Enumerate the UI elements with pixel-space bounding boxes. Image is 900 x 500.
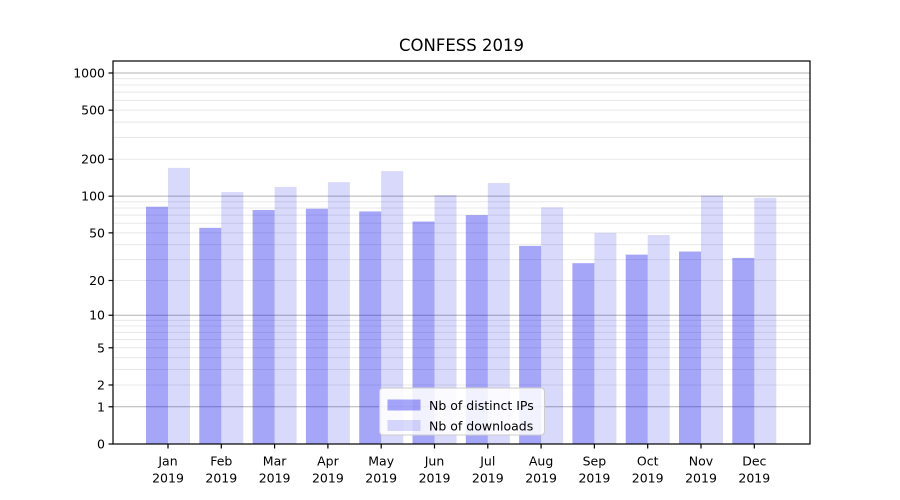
- bar-downloads-apr: [327, 182, 350, 444]
- bar-downloads-dec: [754, 197, 777, 444]
- xtick-label-month-feb: Feb: [210, 454, 232, 469]
- xtick-label-year-apr: 2019: [312, 471, 344, 486]
- ytick-label-200: 200: [81, 152, 105, 167]
- xtick-label-year-may: 2019: [365, 471, 397, 486]
- ytick-label-100: 100: [81, 189, 105, 204]
- xtick-label-month-jun: Jun: [424, 454, 445, 469]
- bar-downloads-sep: [594, 232, 617, 444]
- bar-downloads-jan: [168, 167, 190, 445]
- chart-title: CONFESS 2019: [399, 36, 524, 55]
- legend-label-downloads: Nb of downloads: [429, 419, 533, 434]
- xtick-label-year-jun: 2019: [419, 471, 451, 486]
- bar-distinct-ips-nov: [679, 251, 701, 444]
- bar-downloads-mar: [274, 186, 297, 444]
- ytick-label-0: 0: [97, 437, 105, 452]
- axis-ticks: [108, 72, 755, 449]
- ytick-label-20: 20: [89, 273, 105, 288]
- xtick-label-year-mar: 2019: [259, 471, 291, 486]
- ytick-label-500: 500: [81, 103, 105, 118]
- bar-distinct-ips-dec: [732, 257, 755, 444]
- ytick-label-10: 10: [89, 308, 105, 323]
- xtick-label-month-may: May: [368, 454, 394, 469]
- ytick-label-1000: 1000: [73, 65, 105, 80]
- xtick-label-month-sep: Sep: [583, 454, 607, 469]
- bar-downloads-nov: [701, 195, 723, 444]
- bar-distinct-ips-may: [359, 211, 382, 444]
- bar-downloads-jun: [434, 195, 457, 444]
- legend: Nb of distinct IPs Nb of downloads: [379, 387, 545, 436]
- xtick-label-year-sep: 2019: [578, 471, 610, 486]
- bar-distinct-ips-sep: [572, 263, 595, 444]
- legend-swatch-downloads: [387, 420, 421, 431]
- xtick-label-month-dec: Dec: [742, 454, 766, 469]
- xtick-label-month-aug: Aug: [529, 454, 553, 469]
- y-axis-tick-labels: 0 1 2 5 10 20 50 100 200 500 1000: [73, 65, 105, 451]
- gridlines-minor: [113, 78, 810, 386]
- bar-downloads-aug: [541, 207, 564, 444]
- bar-downloads-feb: [221, 192, 244, 444]
- plot-border: [112, 60, 811, 445]
- ytick-label-1: 1: [97, 399, 105, 414]
- bar-distinct-ips-jan: [146, 206, 168, 444]
- xtick-label-month-nov: Nov: [689, 454, 714, 469]
- x-axis-tick-labels: Jan 2019 Feb 2019 Mar 2019 Apr 2019 May 2019 Jun 20…: [152, 454, 770, 486]
- bar-downloads-may: [381, 171, 404, 444]
- xtick-label-month-mar: Mar: [263, 454, 287, 469]
- ytick-label-5: 5: [97, 340, 105, 355]
- bar-distinct-ips-jul: [465, 215, 488, 444]
- bar-distinct-ips-apr: [305, 208, 328, 444]
- xtick-label-month-jan: Jan: [157, 454, 177, 469]
- xtick-label-month-oct: Oct: [637, 454, 659, 469]
- bar-distinct-ips-feb: [199, 227, 222, 444]
- bar-downloads-oct: [647, 235, 670, 444]
- legend-label-distinct-ips: Nb of distinct IPs: [429, 398, 534, 413]
- xtick-label-year-jan: 2019: [152, 471, 184, 486]
- xtick-label-year-jul: 2019: [472, 471, 504, 486]
- xtick-label-year-aug: 2019: [525, 471, 557, 486]
- bar-distinct-ips-oct: [625, 254, 648, 444]
- ytick-label-2: 2: [97, 378, 105, 393]
- legend-box: [379, 387, 545, 436]
- legend-swatch-distinct-ips: [387, 399, 421, 411]
- xtick-label-year-oct: 2019: [632, 471, 664, 486]
- ytick-label-50: 50: [89, 225, 105, 240]
- bar-downloads-jul: [487, 183, 510, 445]
- xtick-label-year-dec: 2019: [738, 471, 770, 486]
- xtick-label-month-jul: Jul: [479, 454, 495, 469]
- bars: [146, 167, 777, 445]
- xtick-label-year-feb: 2019: [205, 471, 237, 486]
- xtick-label-year-nov: 2019: [685, 471, 717, 486]
- xtick-label-month-apr: Apr: [317, 454, 339, 469]
- bar-distinct-ips-mar: [252, 210, 275, 444]
